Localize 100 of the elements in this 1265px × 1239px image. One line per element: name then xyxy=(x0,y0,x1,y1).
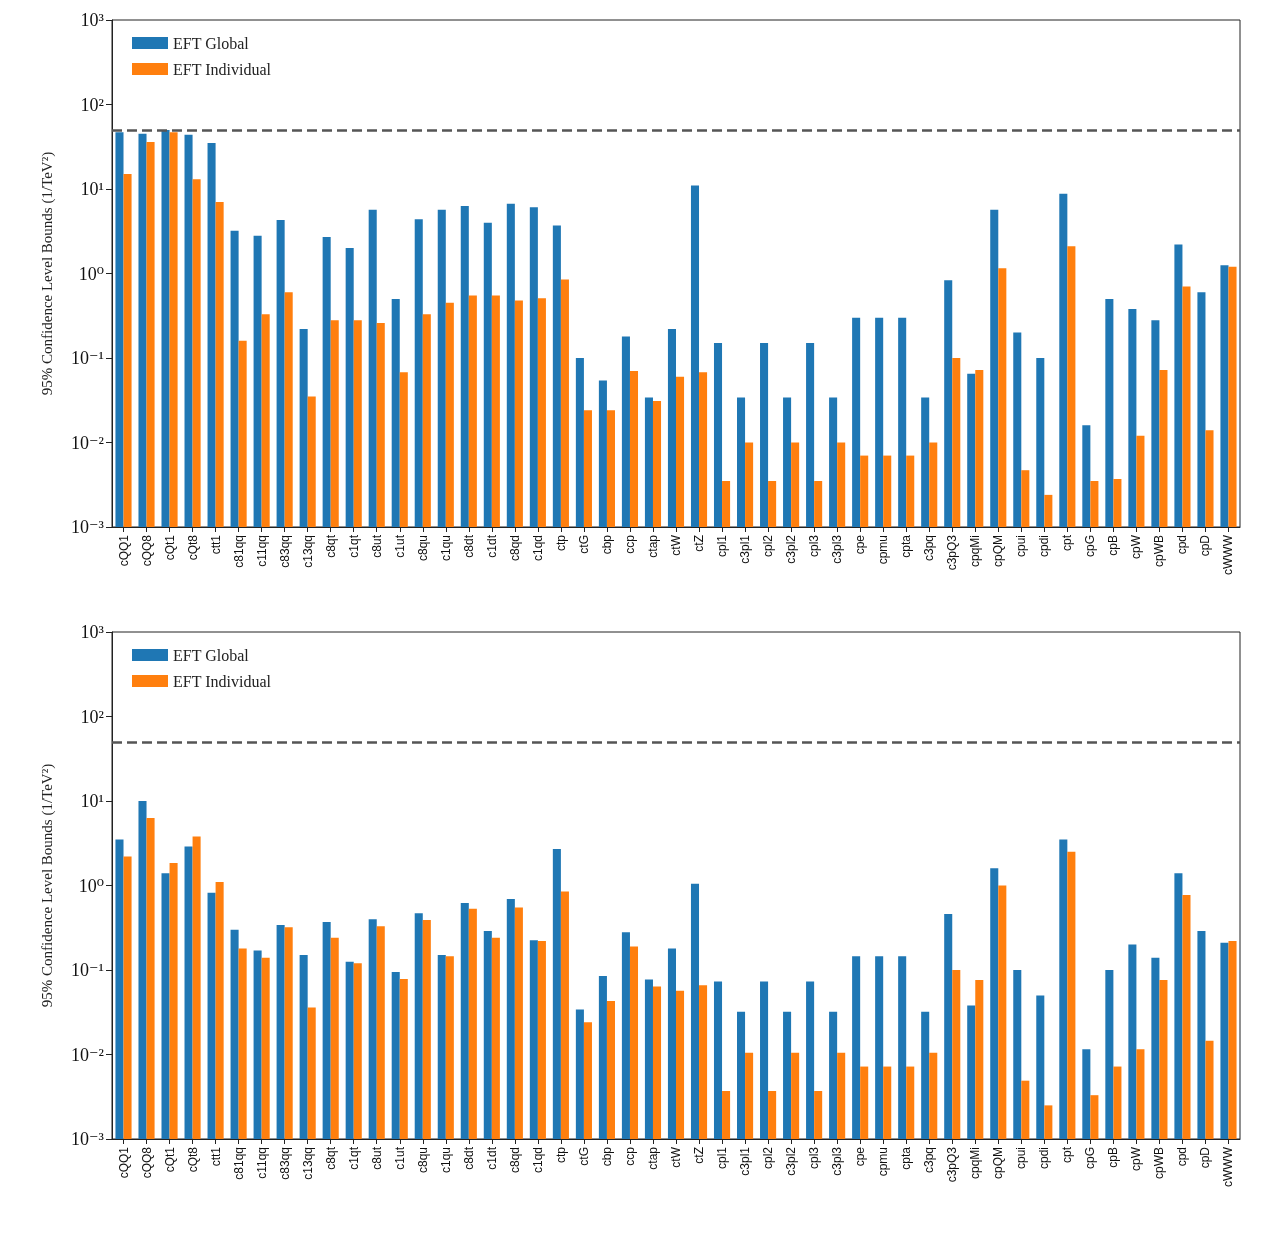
x-tick-label: c8qd xyxy=(507,1147,522,1174)
x-tick-label: c1dt xyxy=(484,534,499,558)
x-tick-label: ctt1 xyxy=(208,534,223,555)
x-tick-label: c83qq xyxy=(277,535,292,568)
x-tick-label: cpmu xyxy=(876,1147,891,1177)
x-tick-label: ctZ xyxy=(692,1147,707,1164)
x-tick-label: cpta xyxy=(899,1146,914,1170)
x-tick-label: cpqMi xyxy=(968,535,983,568)
y-tick-label: 10¹ xyxy=(80,791,104,811)
x-tick-label: c11qq xyxy=(254,1147,269,1179)
x-tick-label: ctG xyxy=(576,535,591,554)
x-tick-label: c1qu xyxy=(438,535,453,562)
y-tick-label: 10² xyxy=(80,94,104,115)
x-tick-label: cpW xyxy=(1129,1146,1144,1171)
x-tick-label: cpdi xyxy=(1037,535,1052,558)
x-tick-label: cpD xyxy=(1198,1146,1213,1169)
x-tick-label: cQQ1 xyxy=(116,534,131,567)
y-axis-title: 95% Confidence Level Bounds (1/TeV²) xyxy=(38,151,56,396)
y-tick-label: 10⁻² xyxy=(71,1044,104,1065)
x-tick-label: c8qt xyxy=(323,1146,338,1170)
y-tick-label: 10⁻³ xyxy=(71,517,105,537)
x-tick-label: cQt1 xyxy=(162,1146,177,1173)
x-tick-label: cpG xyxy=(1083,535,1098,558)
x-tick-label: cpl2 xyxy=(761,534,776,558)
legend-label: EFT Global xyxy=(173,646,250,664)
x-tick-label: cQt1 xyxy=(162,534,177,561)
y-tick-label: 10⁻³ xyxy=(71,1129,105,1149)
y-tick-label: 10³ xyxy=(80,10,105,30)
x-tick-label: cpd xyxy=(1175,535,1190,555)
x-tick-label: c8ut xyxy=(369,1146,384,1170)
x-tick-label: cpl1 xyxy=(715,1146,730,1170)
x-tick-label: cpl3 xyxy=(807,534,822,558)
x-tick-label: ctW xyxy=(669,1146,683,1168)
y-tick-label: 10⁻² xyxy=(71,432,104,453)
x-tick-label: c3pl2 xyxy=(784,1146,799,1176)
legend-label: EFT Global xyxy=(173,34,250,52)
x-tick-label: c3pl1 xyxy=(738,534,753,564)
x-tick-label: c8qu xyxy=(415,535,430,562)
x-tick-label: c8dt xyxy=(461,534,476,558)
x-tick-label: cpQM xyxy=(991,535,1006,568)
x-tick-label: cQQ8 xyxy=(139,534,154,567)
x-tick-label: c83qq xyxy=(277,1147,292,1180)
x-tick-label: c8ut xyxy=(369,534,384,558)
x-tick-label: cpta xyxy=(899,534,914,558)
y-tick-label: 10⁰ xyxy=(78,875,104,896)
x-tick-label: cpQM xyxy=(991,1147,1006,1180)
x-tick-label: cQQ8 xyxy=(139,1146,154,1179)
x-tick-label: ctZ xyxy=(692,535,707,552)
x-tick-label: cpD xyxy=(1198,534,1213,557)
x-tick-label: cpWB xyxy=(1152,1147,1167,1180)
x-tick-label: ctW xyxy=(669,534,683,556)
x-tick-label: c11qq xyxy=(254,535,269,567)
y-tick-label: 10⁻¹ xyxy=(71,960,104,980)
x-tick-label: cQt8 xyxy=(185,1146,200,1173)
x-tick-label: c3pq xyxy=(922,1147,937,1174)
x-tick-label: c1qu xyxy=(438,1147,453,1174)
y-tick-label: 10⁻¹ xyxy=(71,348,104,368)
x-tick-label: cpt xyxy=(1060,1146,1075,1164)
x-tick-label: c13qq xyxy=(300,1147,315,1180)
y-tick-label: 10⁰ xyxy=(78,263,104,284)
x-tick-label: c1ut xyxy=(392,1146,407,1170)
y-tick-label: 10¹ xyxy=(80,179,104,199)
x-tick-label: c3pl3 xyxy=(830,534,845,564)
legend-label: EFT Individual xyxy=(173,60,272,78)
x-tick-label: c1qt xyxy=(346,534,361,558)
x-tick-label: c1qd xyxy=(530,535,545,562)
x-tick-label: cpmu xyxy=(876,535,891,565)
x-tick-label: ctap xyxy=(645,534,660,558)
x-tick-label: ccp xyxy=(622,1146,637,1166)
x-tick-label: c8qu xyxy=(415,1147,430,1174)
x-tick-label: cpG xyxy=(1083,1147,1098,1170)
x-tick-label: cpWB xyxy=(1152,535,1167,568)
y-axis-title: 95% Confidence Level Bounds (1/TeV²) xyxy=(38,763,56,1008)
x-tick-label: cWWW xyxy=(1221,1146,1236,1187)
x-tick-label: c8qd xyxy=(507,535,522,562)
x-tick-label: c1ut xyxy=(392,534,407,558)
x-tick-label: c1qt xyxy=(346,1146,361,1170)
x-tick-label: c81qq xyxy=(231,535,246,568)
x-tick-label: cWWW xyxy=(1221,534,1236,575)
x-tick-label: c8qt xyxy=(323,534,338,558)
x-tick-label: cpt xyxy=(1060,534,1075,552)
x-tick-label: cpB xyxy=(1106,535,1121,556)
x-tick-label: cpB xyxy=(1106,1147,1121,1168)
x-tick-label: cpe xyxy=(853,534,868,555)
x-tick-label: cQt8 xyxy=(185,534,200,561)
x-tick-label: cpl2 xyxy=(761,1146,776,1170)
x-tick-label: cpl3 xyxy=(807,1146,822,1170)
x-tick-label: c1qd xyxy=(530,1147,545,1174)
x-tick-label: cpdi xyxy=(1037,1147,1052,1170)
x-tick-label: c3pQ3 xyxy=(945,1146,960,1183)
x-tick-label: cpui xyxy=(1014,535,1029,558)
x-tick-label: cpd xyxy=(1175,1147,1190,1167)
x-tick-label: cpui xyxy=(1014,1147,1029,1170)
x-tick-label: c3pq xyxy=(922,535,937,562)
x-tick-label: cbp xyxy=(599,1146,614,1167)
x-tick-label: cQQ1 xyxy=(116,1146,131,1179)
legend-label: EFT Individual xyxy=(173,672,272,690)
x-tick-label: ctG xyxy=(576,1147,591,1166)
x-tick-label: c3pl3 xyxy=(830,1146,845,1176)
x-tick-label: ctap xyxy=(645,1146,660,1170)
